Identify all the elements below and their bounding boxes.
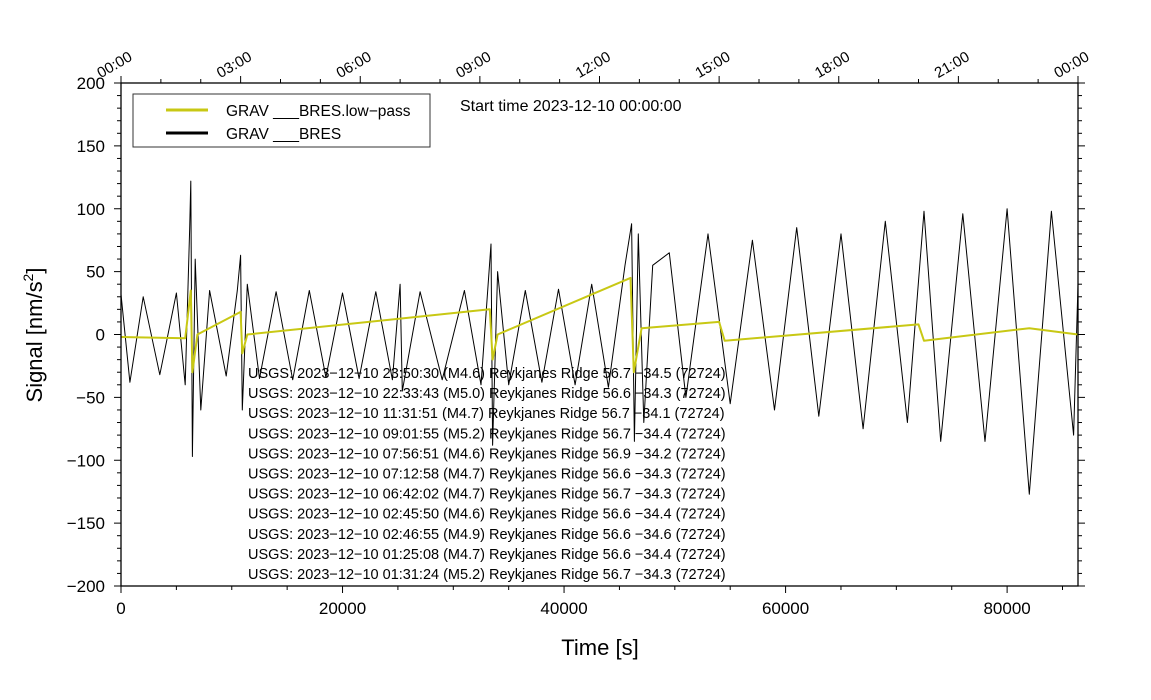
y-tick-label: −100 — [67, 451, 105, 470]
event-annotation: USGS: 2023−12−10 06:42:02 (M4.7) Reykjan… — [248, 487, 726, 503]
y-tick-label: −150 — [67, 514, 105, 533]
series-line-1 — [120, 276, 1079, 374]
x-tick-label: 60000 — [762, 599, 809, 618]
legend-label: GRAV ___BRES — [226, 126, 341, 143]
y-tick-label: 100 — [77, 200, 105, 219]
x-tick-label: 20000 — [319, 599, 366, 618]
y-tick-label: 200 — [77, 74, 105, 93]
top-tick-label: 12:00 — [573, 48, 614, 81]
chart-title: Start time 2023-12-10 00:00:00 — [460, 98, 682, 115]
event-annotations: USGS: 2023−12−10 23:50:30 (M4.6) Reykjan… — [248, 366, 726, 583]
y-axis-label-close: ] — [22, 268, 47, 274]
top-tick-label: 00:00 — [1051, 48, 1092, 81]
top-tick-label: 09:00 — [453, 48, 494, 81]
event-annotation: USGS: 2023−12−10 22:33:43 (M5.0) Reykjan… — [248, 386, 726, 402]
y-tick-label: 150 — [77, 137, 105, 156]
y-axis-label: Signal [nm/s2] — [20, 268, 47, 403]
event-annotation: USGS: 2023−12−10 07:56:51 (M4.6) Reykjan… — [248, 446, 726, 462]
event-annotation: USGS: 2023−12−10 01:31:24 (M5.2) Reykjan… — [248, 567, 726, 583]
y-tick-label: 0 — [96, 326, 105, 345]
event-annotation: USGS: 2023−12−10 09:01:55 (M5.2) Reykjan… — [248, 426, 726, 442]
y-tick-label: −50 — [76, 388, 105, 407]
event-annotation: USGS: 2023−12−10 23:50:30 (M4.6) Reykjan… — [248, 366, 726, 382]
y-tick-label: 50 — [86, 263, 105, 282]
series-line-0 — [120, 180, 1079, 495]
x-axis-label: Time [s] — [561, 635, 638, 660]
event-annotation: USGS: 2023−12−10 02:45:50 (M4.6) Reykjan… — [248, 507, 726, 523]
top-tick-label: 06:00 — [333, 48, 374, 81]
top-tick-label: 03:00 — [214, 48, 255, 81]
x-tick-label: 0 — [116, 599, 125, 618]
lowpass-trace-group — [120, 276, 1079, 374]
signal-trace-group — [120, 180, 1079, 495]
event-annotation: USGS: 2023−12−10 02:46:55 (M4.9) Reykjan… — [248, 527, 726, 543]
event-annotation: USGS: 2023−12−10 11:31:51 (M4.7) Reykjan… — [248, 406, 725, 422]
legend-box — [132, 93, 431, 148]
x-tick-label: 80000 — [983, 599, 1030, 618]
top-tick-label: 21:00 — [932, 48, 973, 81]
legend-label: GRAV ___BRES.low−pass — [226, 103, 411, 120]
top-tick-label: 00:00 — [94, 48, 135, 81]
y-axis-label-sup: 2 — [20, 273, 36, 281]
top-tick-label: 18:00 — [812, 48, 853, 81]
legend: GRAV ___BRES.low−pass GRAV ___BRES — [132, 93, 431, 148]
y-tick-label: −200 — [67, 577, 105, 596]
event-annotation: USGS: 2023−12−10 07:12:58 (M4.7) Reykjan… — [248, 467, 726, 483]
top-tick-label: 15:00 — [692, 48, 733, 81]
y-axis-label-main: Signal [nm/s — [22, 281, 47, 402]
event-annotation: USGS: 2023−12−10 01:25:08 (M4.7) Reykjan… — [248, 547, 726, 563]
x-tick-label: 40000 — [540, 599, 587, 618]
